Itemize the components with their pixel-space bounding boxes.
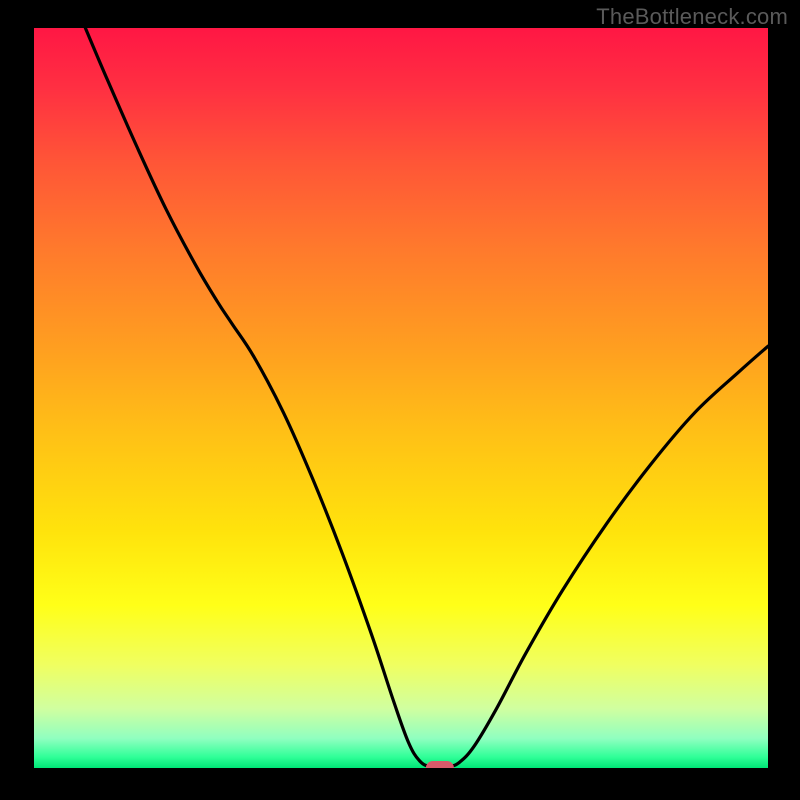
optimum-marker <box>426 761 454 768</box>
watermark-text: TheBottleneck.com <box>596 4 788 30</box>
gradient-background <box>34 28 768 768</box>
bottleneck-curve-chart <box>34 28 768 768</box>
